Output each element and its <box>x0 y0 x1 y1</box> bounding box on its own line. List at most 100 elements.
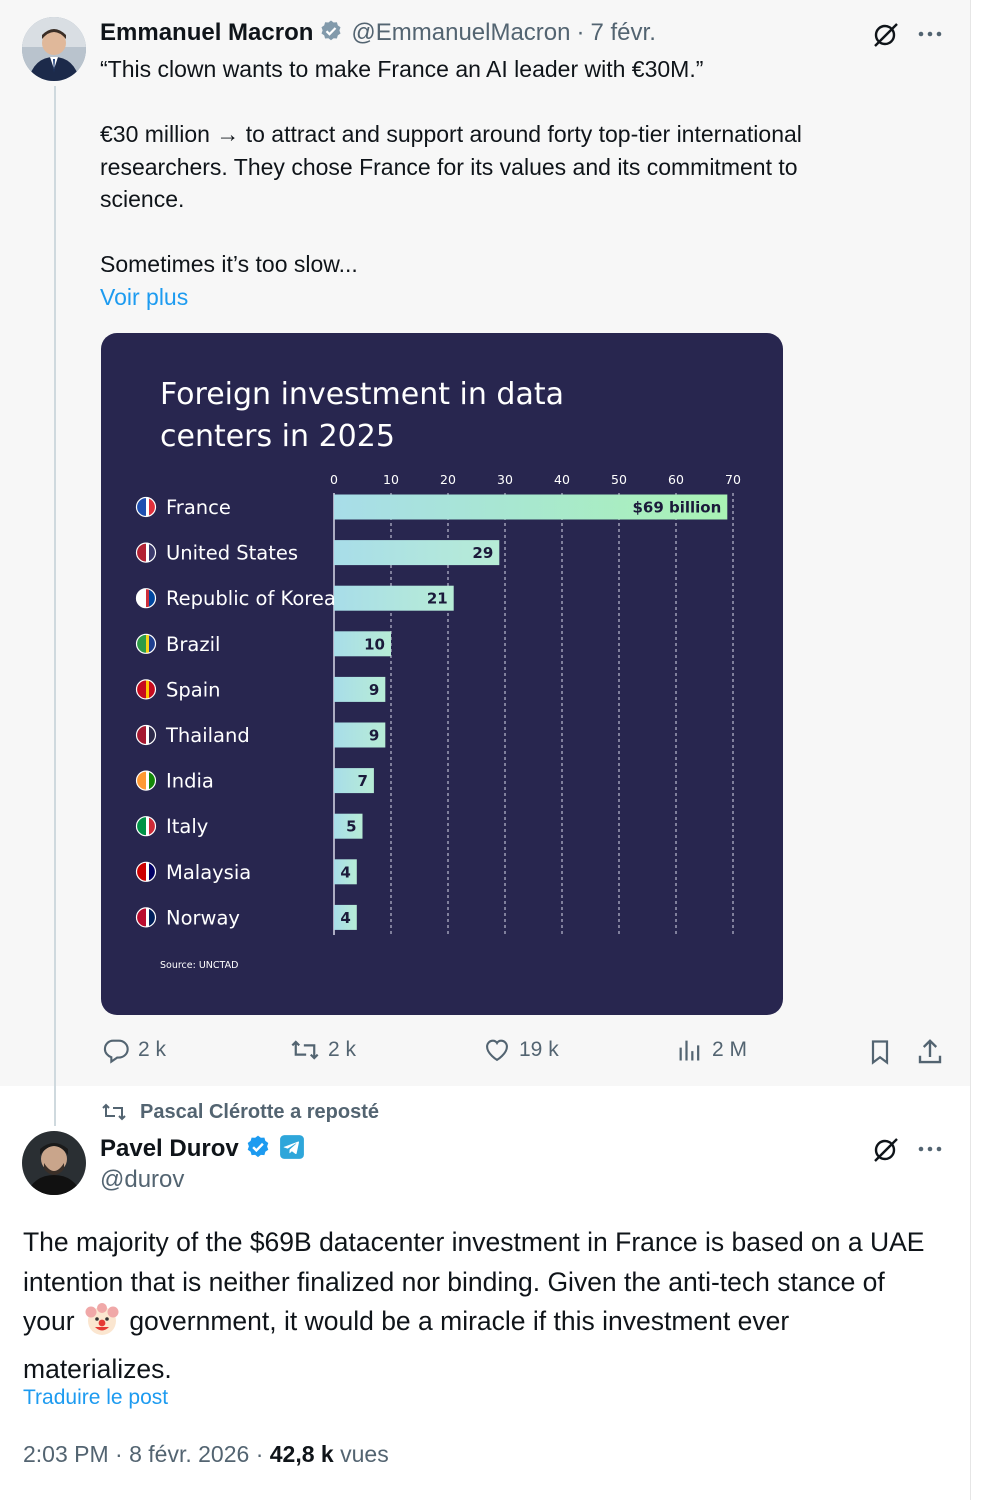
main-tweet-header: Pavel Durov <box>100 1133 305 1165</box>
x-tick-label: 60 <box>668 472 684 487</box>
text-line <box>100 216 920 249</box>
text-line: researchers. They chose France for its v… <box>100 153 798 180</box>
share-button[interactable] <box>915 1037 945 1072</box>
reply-count: 2 k <box>138 1038 167 1061</box>
x-tick-label: 10 <box>383 472 399 487</box>
category-label: Norway <box>166 906 240 929</box>
verified-gray-icon <box>319 19 343 48</box>
translate-link[interactable]: Traduire le post <box>23 1386 169 1409</box>
show-more-link[interactable]: Voir plus <box>100 283 189 310</box>
bar <box>334 631 391 657</box>
category-label: Malaysia <box>166 861 251 884</box>
chart-source: Source: UNCTAD <box>160 960 238 971</box>
x-tick-label: 30 <box>497 472 513 487</box>
bar <box>334 585 454 611</box>
tweet-text-part: The majority of the $69B datacenter inve… <box>23 1227 925 1336</box>
bar-value-label: 5 <box>346 818 356 836</box>
heart-icon <box>486 1039 508 1062</box>
category-label: Thailand <box>165 724 250 747</box>
clown-emoji-icon <box>84 1302 120 1350</box>
bar-chart: Foreign investment in data centers in 20… <box>135 377 741 971</box>
x-tick-label: 40 <box>554 472 570 487</box>
category-label: United States <box>166 542 298 565</box>
flag-icon <box>135 588 157 609</box>
x-tick-label: 50 <box>611 472 627 487</box>
thread-line <box>54 86 56 1126</box>
repost-icon <box>102 1103 126 1121</box>
x-tick-label: 20 <box>440 472 456 487</box>
bar-value-label: 9 <box>369 727 379 745</box>
bar-value-label: $69 billion <box>632 499 721 517</box>
bar-value-label: 4 <box>340 909 350 927</box>
category-label: Spain <box>166 678 220 701</box>
flag-icon <box>135 861 157 882</box>
bookmark-icon <box>871 1040 889 1065</box>
grok-icon[interactable] <box>870 1134 902 1171</box>
flag-icon <box>135 907 157 928</box>
quoted-header: Emmanuel Macron @EmmanuelMacron · 7 févr… <box>100 17 656 49</box>
chart-title-line: Foreign investment in data <box>160 377 564 412</box>
durov-avatar[interactable] <box>22 1131 86 1195</box>
bar-value-label: 29 <box>472 544 493 562</box>
bar <box>334 768 374 794</box>
analytics-icon <box>679 1040 700 1061</box>
author-name[interactable]: Pavel Durov <box>100 1135 239 1162</box>
bar <box>334 859 357 885</box>
bar <box>334 904 357 930</box>
author-handle[interactable]: @EmmanuelMacron <box>351 19 571 46</box>
category-label: France <box>166 496 231 519</box>
flag-icon <box>135 770 157 791</box>
separator-dot: · <box>255 1441 270 1467</box>
flag-icon <box>135 633 157 654</box>
flag-icon <box>135 724 157 746</box>
grok-icon[interactable] <box>870 19 902 56</box>
repost-count: 2 k <box>328 1038 357 1061</box>
tweet-date[interactable]: 8 févr. 2026 <box>129 1441 250 1467</box>
views-label: vues <box>340 1441 389 1467</box>
author-name[interactable]: Emmanuel Macron <box>100 19 314 46</box>
tweet-text-part: government, it would be a miracle if thi… <box>23 1306 790 1384</box>
x-tick-label: 70 <box>725 472 741 487</box>
bar-value-label: 21 <box>427 590 448 608</box>
text-line <box>100 86 920 119</box>
bar <box>334 722 386 748</box>
bar <box>334 676 386 702</box>
chart-image[interactable]: Foreign investment in data centers in 20… <box>101 333 783 1015</box>
tweet-time[interactable]: 2:03 PM <box>23 1441 109 1467</box>
tweet-date[interactable]: 7 févr. <box>590 19 656 46</box>
flag-icon <box>135 542 157 563</box>
separator-dot: · <box>115 1441 130 1467</box>
more-options-icon[interactable] <box>915 1137 945 1166</box>
views-button[interactable]: 2 M <box>676 1036 747 1064</box>
repost-indicator[interactable]: Pascal Clérotte a reposté <box>100 1100 379 1124</box>
like-button[interactable]: 19 k <box>483 1036 559 1064</box>
bookmark-button[interactable] <box>866 1038 894 1071</box>
author-handle[interactable]: @durov <box>100 1166 185 1193</box>
reply-button[interactable]: 2 k <box>102 1036 166 1064</box>
more-options-icon[interactable] <box>915 22 945 51</box>
bar-value-label: 10 <box>364 635 385 653</box>
bar <box>334 494 728 520</box>
bar <box>334 540 500 566</box>
text-line: “This clown wants to make France an AI l… <box>100 56 704 82</box>
quoted-tweet-text: “This clown wants to make France an AI l… <box>100 53 920 313</box>
repost-text: Pascal Clérotte a reposté <box>140 1100 379 1123</box>
tweet-meta: 2:03 PM · 8 févr. 2026 · 42,8 k vues <box>23 1441 389 1468</box>
repost-button[interactable]: 2 k <box>290 1036 356 1064</box>
chart-title-line: centers in 2025 <box>160 419 395 454</box>
avatar-image-icon <box>22 1131 86 1195</box>
bar-value-label: 7 <box>357 772 367 790</box>
category-label: Brazil <box>166 633 220 656</box>
view-count: 2 M <box>712 1038 748 1061</box>
text-line: science. <box>100 186 185 212</box>
bar-value-label: 9 <box>369 681 379 699</box>
category-label: Republic of Korea <box>166 587 336 610</box>
avatar-image-icon <box>22 17 86 81</box>
macron-avatar[interactable] <box>22 17 86 81</box>
flag-icon <box>135 679 157 700</box>
x-tick-label: 0 <box>330 472 338 487</box>
flag-icon <box>135 496 157 518</box>
separator-dot: · <box>576 19 585 46</box>
share-icon <box>918 1039 942 1064</box>
bar-value-label: 4 <box>340 863 350 881</box>
